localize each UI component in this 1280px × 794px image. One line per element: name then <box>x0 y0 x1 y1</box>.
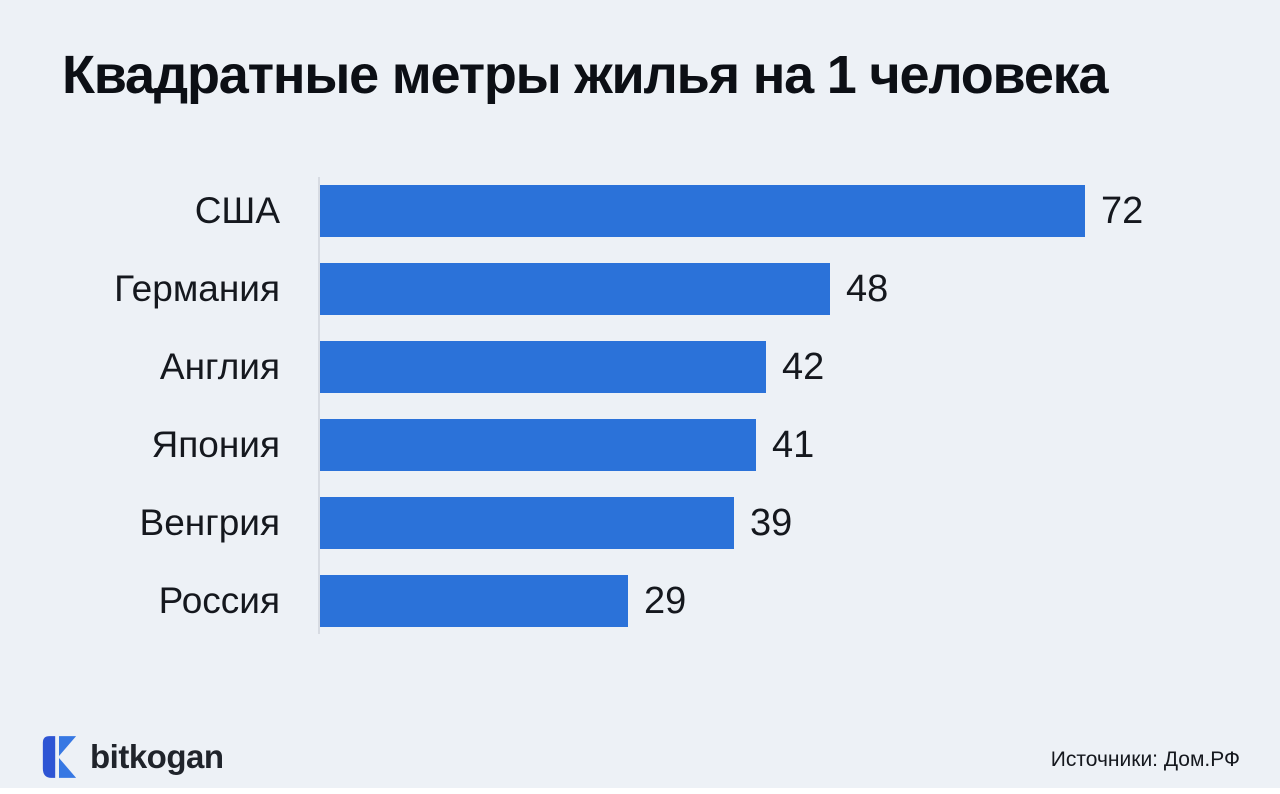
bitkogan-logo: bitkogan <box>40 734 224 780</box>
bottom-border <box>0 788 1280 794</box>
category-label: Венгрия <box>139 502 280 543</box>
bar <box>320 341 766 393</box>
value-label: 29 <box>644 579 687 622</box>
category-label: Англия <box>159 346 280 387</box>
chart-title: Квадратные метры жилья на 1 человека <box>62 45 1109 105</box>
bar-row: Англия 42 <box>0 341 1280 393</box>
source-note: Источники: Дом.РФ <box>1050 748 1240 771</box>
y-axis-line <box>318 177 320 634</box>
value-label: 72 <box>1101 189 1144 232</box>
bar-row: Япония 41 <box>0 419 1280 471</box>
bitkogan-logo-text: bitkogan <box>90 738 224 775</box>
value-label: 48 <box>846 267 889 310</box>
bar <box>320 185 1085 237</box>
bar <box>320 575 628 627</box>
bar-row: Россия 29 <box>0 575 1280 627</box>
bitkogan-logo-icon <box>42 736 77 778</box>
category-label: США <box>194 190 280 231</box>
bar-row: Германия 48 <box>0 263 1280 315</box>
category-label: Россия <box>158 580 280 621</box>
category-label: Япония <box>151 424 280 465</box>
category-label: Германия <box>114 268 280 309</box>
bar-chart: США 72 Германия 48 Англия 42 Япония 41 В… <box>0 185 1280 627</box>
value-label: 41 <box>772 423 815 466</box>
value-label: 39 <box>750 501 793 544</box>
bar-row: Венгрия 39 <box>0 497 1280 549</box>
bar-row: США 72 <box>0 185 1280 237</box>
bar <box>320 419 756 471</box>
value-label: 42 <box>782 345 825 388</box>
bar <box>320 497 734 549</box>
bar <box>320 263 830 315</box>
